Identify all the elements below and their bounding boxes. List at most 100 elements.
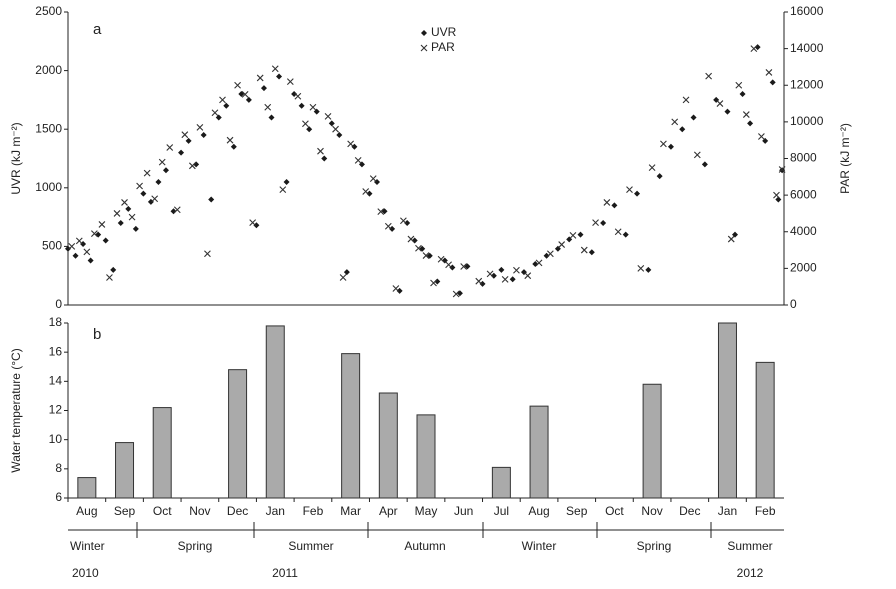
y2-tick-label: 0 xyxy=(790,297,797,311)
par-point xyxy=(384,222,392,230)
par-point xyxy=(256,74,264,82)
par-point xyxy=(626,186,633,194)
par-point xyxy=(437,255,445,263)
par-point xyxy=(302,120,309,128)
x-tick-label: Jan xyxy=(718,504,737,518)
par-point xyxy=(580,246,588,254)
y-tick-label: 2000 xyxy=(35,63,62,77)
x-tick-label: Feb xyxy=(303,504,324,518)
uvr-point xyxy=(132,225,139,232)
par-point xyxy=(181,131,189,139)
par-point xyxy=(249,219,257,226)
y-tick-label: 2500 xyxy=(35,4,62,18)
uvr-point xyxy=(769,79,776,86)
season-label: Summer xyxy=(727,539,772,553)
uvr-point xyxy=(87,257,94,264)
x-tick-label: Oct xyxy=(153,504,172,518)
y-tick-label: 10 xyxy=(49,432,63,446)
season-label: Autumn xyxy=(404,539,445,553)
par-point xyxy=(362,188,370,195)
x-tick-label: Jan xyxy=(266,504,285,518)
x-tick-label: Aug xyxy=(528,504,549,518)
uvr-point xyxy=(321,155,328,162)
bar xyxy=(416,414,436,499)
y2-tick-label: 10000 xyxy=(790,114,824,128)
uvr-point xyxy=(396,287,403,294)
par-point xyxy=(535,259,543,267)
uvr-point xyxy=(65,245,71,252)
par-point xyxy=(151,195,159,203)
uvr-point xyxy=(336,132,343,139)
uvr-point xyxy=(140,190,147,197)
x-tick-label: May xyxy=(415,504,438,518)
bar xyxy=(115,442,135,499)
par-point xyxy=(742,111,750,118)
uvr-point xyxy=(110,266,117,273)
uvr-point xyxy=(283,178,290,185)
par-point xyxy=(660,140,667,148)
par-point xyxy=(294,92,302,100)
year-label: 2011 xyxy=(272,566,298,580)
par-point xyxy=(558,241,566,248)
par-point xyxy=(166,144,174,151)
par-point xyxy=(369,175,377,183)
uvr-point xyxy=(747,120,754,127)
par-point xyxy=(524,272,532,280)
y-tick-label: 14 xyxy=(49,374,63,388)
uvr-point xyxy=(351,143,358,150)
uvr-point xyxy=(245,96,252,103)
legend-marker xyxy=(420,44,428,52)
par-point xyxy=(415,244,422,252)
x-tick-label: Dec xyxy=(679,504,700,518)
y2-tick-label: 14000 xyxy=(790,41,824,55)
uvr-point xyxy=(634,190,641,197)
par-point xyxy=(603,199,611,206)
x-tick-label: Aug xyxy=(76,504,97,518)
y-axis-label: UVR (kJ m⁻²) xyxy=(9,122,23,194)
y-tick-label: 8 xyxy=(55,461,62,475)
par-point xyxy=(271,65,279,73)
uvr-point xyxy=(449,264,456,271)
bar xyxy=(529,405,549,499)
par-point xyxy=(716,100,724,107)
par-point xyxy=(136,182,143,190)
par-point xyxy=(121,199,128,206)
x-tick-label: Sep xyxy=(114,504,136,518)
x-tick-label: Jun xyxy=(454,504,473,518)
par-point xyxy=(407,235,415,243)
par-point xyxy=(445,261,452,269)
par-point xyxy=(68,243,76,250)
y2-tick-label: 8000 xyxy=(790,151,817,165)
x-tick-label: Oct xyxy=(605,504,624,518)
y-tick-label: 0 xyxy=(55,297,62,311)
par-point xyxy=(486,270,494,278)
uvr-point xyxy=(155,178,162,185)
uvr-point xyxy=(343,269,350,276)
x-tick-label: Jul xyxy=(494,504,509,518)
par-point xyxy=(113,210,121,217)
bar xyxy=(717,322,737,499)
par-point xyxy=(430,279,437,287)
par-point xyxy=(241,91,249,98)
uvr-point xyxy=(178,149,185,156)
year-label: 2010 xyxy=(72,566,99,580)
par-point xyxy=(264,103,272,111)
par-point xyxy=(705,72,713,80)
uvr-point xyxy=(490,272,497,279)
y2-tick-label: 2000 xyxy=(790,261,817,275)
uvr-point xyxy=(366,190,373,197)
par-point xyxy=(460,263,468,270)
uvr-point xyxy=(389,225,396,232)
par-point xyxy=(682,96,690,104)
uvr-point xyxy=(479,280,486,287)
par-point xyxy=(546,250,554,258)
par-point xyxy=(778,166,786,173)
season-label: Summer xyxy=(288,539,333,553)
uvr-point xyxy=(739,91,746,98)
par-point xyxy=(98,221,106,228)
par-point xyxy=(90,230,98,237)
uvr-point xyxy=(298,102,305,109)
panel-label: a xyxy=(93,21,102,38)
bar xyxy=(265,325,285,499)
